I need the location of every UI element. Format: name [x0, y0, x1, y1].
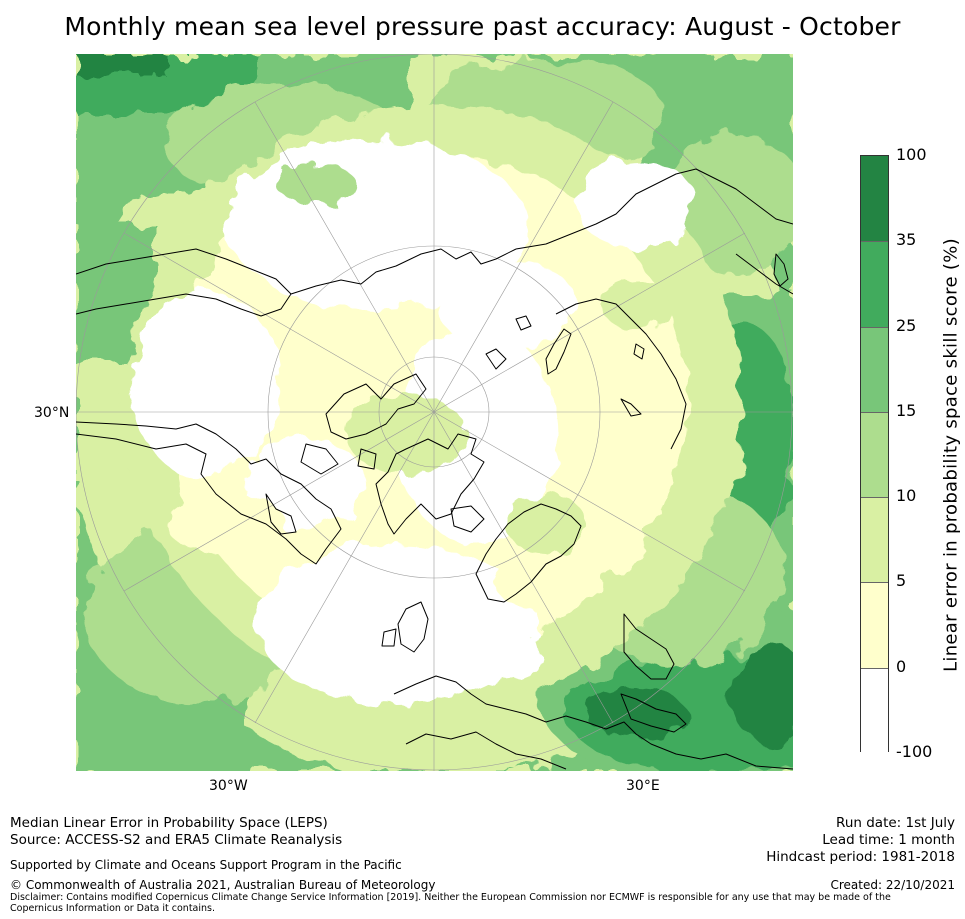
footer-method: Median Linear Error in Probability Space… — [10, 815, 328, 831]
coastlines — [76, 168, 793, 770]
black-sea-coast — [620, 693, 687, 733]
colorbar-tick-label: -100 — [896, 742, 933, 761]
colorbar-tick-label: 25 — [896, 315, 917, 335]
caspian-coast — [623, 613, 675, 680]
kara-sea-coast — [555, 298, 687, 450]
footer-support: Supported by Climate and Oceans Support … — [10, 858, 402, 872]
footer-run-date: Run date: 1st July — [836, 815, 955, 831]
colorbar-tick-label: 100 — [896, 145, 927, 164]
british-isles-coast — [381, 601, 429, 653]
footer-source: Source: ACCESS-S2 and ERA5 Climate Reana… — [10, 832, 343, 848]
arctic-islands-coast — [300, 373, 427, 475]
colorbar-tick-label: 10 — [896, 486, 917, 506]
polar-map — [76, 54, 793, 771]
colorbar-segment — [861, 241, 888, 329]
longitude-label-east: 30°E — [626, 778, 660, 794]
longitude-label-west: 30°W — [209, 778, 248, 794]
north-america-coast — [76, 421, 342, 565]
mediterranean-coast — [405, 731, 567, 770]
siberia-north-coast — [290, 248, 517, 295]
footer-created: Created: 22/10/2021 — [830, 878, 955, 892]
colorbar-segment — [861, 582, 888, 670]
colorbar-tick-label: 15 — [896, 400, 917, 420]
novaya-zemlya-coast — [545, 328, 572, 375]
colorbar-tick-label: 5 — [896, 571, 907, 591]
colorbar-segment — [861, 497, 888, 584]
asia-north-coast — [515, 168, 793, 250]
lake-coast — [620, 343, 645, 417]
footer-lead-time: Lead time: 1 month — [822, 832, 955, 848]
svalbard-coast — [485, 315, 532, 370]
alaska-coast — [76, 248, 292, 317]
colorbar-segment — [861, 326, 888, 414]
skill-score-detail-layer — [166, 164, 671, 679]
footer-hindcast: Hindcast period: 1981-2018 — [766, 849, 955, 865]
colorbar-segment — [861, 667, 888, 755]
colorbar-segment — [861, 156, 888, 242]
greenland-coast — [375, 433, 485, 535]
colorbar — [860, 155, 889, 755]
colorbar-segment — [861, 411, 888, 499]
page-title: Monthly mean sea level pressure past acc… — [64, 12, 901, 41]
europe-coast — [393, 675, 793, 770]
map-canvas — [76, 54, 793, 771]
colorbar-label: Linear error in probability space skill … — [940, 238, 962, 672]
colorbar-tick-label: 35 — [896, 230, 917, 250]
footer-copyright: © Commonwealth of Australia 2021, Austra… — [10, 878, 436, 892]
iceland-coast — [450, 505, 485, 533]
graticule — [76, 54, 793, 771]
footer-disclaimer: Disclaimer: Contains modified Copernicus… — [10, 892, 891, 914]
hudson-bay-coast — [265, 493, 297, 535]
east-asia-coast — [735, 253, 793, 295]
colorbar-tick-label: 0 — [896, 656, 907, 676]
scandinavia-coast — [475, 503, 582, 603]
latitude-label: 30°N — [34, 405, 70, 421]
japan-coast — [773, 253, 789, 287]
